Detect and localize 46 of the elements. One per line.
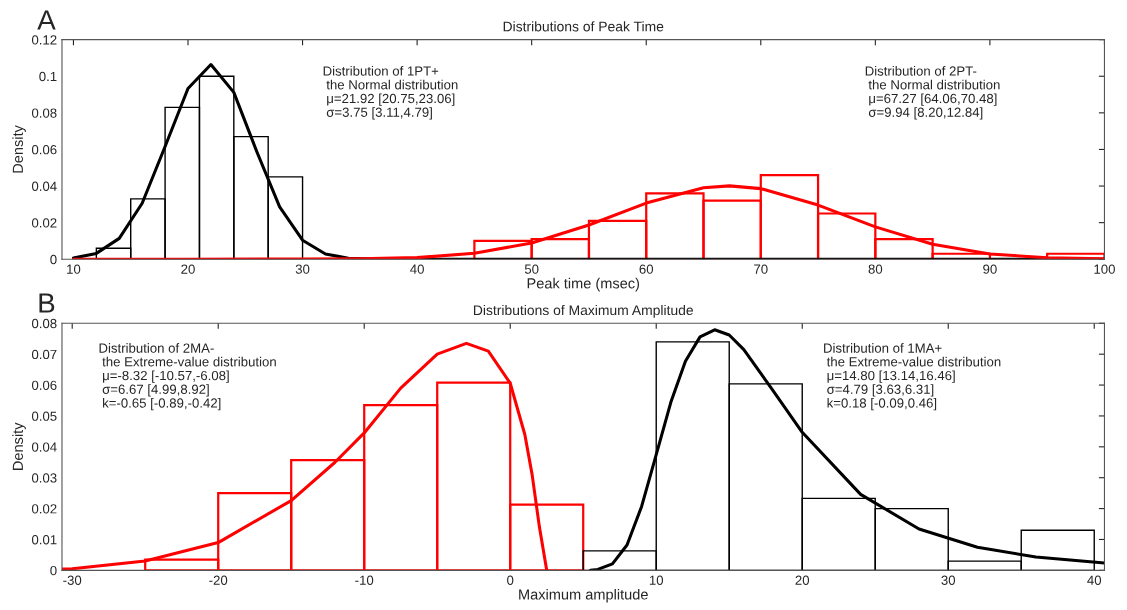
x-tick-label: 50 [524, 264, 539, 274]
y-tick-label: 0.08 [31, 318, 57, 329]
x-axis-title: Peak time (msec) [527, 277, 640, 292]
x-tick-label: 70 [754, 264, 768, 274]
chart-title: Distributions of Maximum Amplitude [473, 304, 693, 318]
y-axis-title: Density [12, 125, 26, 173]
y-tick-label: 0.12 [31, 35, 57, 45]
x-tick-label: 30 [941, 575, 956, 585]
y-tick-label: 0.06 [31, 380, 57, 390]
x-tick-label: 10 [649, 575, 664, 585]
annotation: Distribution of 2PT- the Normal distribution μ=67.27 [64.06,70.48] σ=9.94 [8.20,12.84] [865, 66, 1000, 120]
y-tick-label: 0.03 [31, 473, 57, 483]
y-tick-label: 0 [50, 254, 57, 265]
x-tick-label: -10 [355, 575, 374, 585]
text: B [39, 293, 55, 313]
y-tick-label: 0.02 [31, 504, 57, 514]
x-tick-label: 40 [410, 264, 424, 274]
x-tick-label: 10 [67, 264, 81, 274]
y-tick-label: 0.08 [31, 108, 57, 118]
annotation: Distribution of 1MA+ the Extreme-value distribution μ=14.80 [13.14,16.46] σ=4.79 [3.63,6.31] k=0.18 [-0.09,0.46] [824, 343, 1001, 411]
y-tick-label: 0.04 [31, 181, 57, 191]
x-tick-label: 100 [1094, 264, 1115, 274]
x-tick-label: 20 [795, 575, 810, 585]
x-tick-label: 30 [295, 264, 310, 274]
x-tick-label: -30 [63, 575, 82, 585]
chart-title: Distributions of Peak Time [503, 21, 664, 32]
y-tick-label: 0.01 [31, 535, 57, 545]
x-axis-title: Maximum amplitude [519, 588, 648, 603]
y-tick-label: 0.06 [31, 145, 57, 155]
y-tick-label: 0 [50, 565, 57, 576]
y-tick-label: 0.1 [39, 71, 57, 82]
x-tick-label: 20 [181, 264, 195, 274]
y-tick-label: 0.04 [31, 442, 57, 452]
annotation: Distribution of 2MA- the Extreme-value distribution μ=-8.32 [-10.57,-6.08] σ=6.67 [4.99,8.92] k=-0.65 [-0.89,-0.42] [99, 343, 276, 411]
text: A [37, 10, 56, 30]
y-tick-label: 0.07 [31, 349, 57, 360]
x-tick-label: 0 [507, 575, 514, 585]
x-tick-label: 80 [868, 264, 883, 274]
y-tick-label: 0.05 [31, 411, 57, 421]
y-axis-title: Density [12, 422, 26, 470]
x-tick-label: 90 [983, 264, 997, 274]
y-tick-label: 0.02 [31, 218, 57, 228]
x-tick-label: 60 [639, 264, 654, 274]
x-tick-label: 40 [1087, 575, 1102, 585]
annotation: Distribution of 1PT+ the Normal distribution μ=21.92 [20.75,23.06] σ=3.75 [3.11,4.79] [323, 66, 458, 120]
x-tick-label: -20 [209, 575, 228, 585]
